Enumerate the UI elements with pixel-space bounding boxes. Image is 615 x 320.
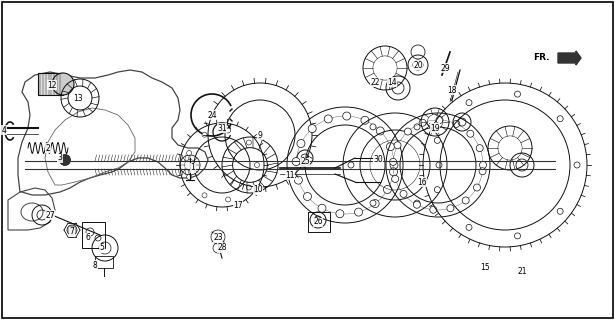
- Text: 21: 21: [517, 268, 527, 276]
- Circle shape: [383, 186, 391, 194]
- Circle shape: [462, 197, 469, 204]
- Text: 15: 15: [480, 263, 490, 273]
- Circle shape: [370, 200, 376, 206]
- Bar: [95, 256, 113, 268]
- Text: 9: 9: [258, 131, 263, 140]
- Text: 3: 3: [58, 154, 63, 163]
- Text: 12: 12: [47, 81, 57, 90]
- Text: 16: 16: [417, 178, 427, 187]
- Text: 1: 1: [191, 164, 196, 172]
- Circle shape: [361, 116, 369, 124]
- FancyArrow shape: [558, 51, 581, 65]
- Circle shape: [419, 119, 426, 126]
- Text: 22: 22: [370, 77, 379, 86]
- Circle shape: [466, 100, 472, 106]
- Circle shape: [292, 157, 300, 165]
- Circle shape: [343, 112, 351, 120]
- Text: 4: 4: [2, 125, 6, 134]
- Text: 5: 5: [100, 244, 105, 252]
- Text: 19: 19: [430, 124, 440, 132]
- Circle shape: [466, 224, 472, 230]
- Text: 31: 31: [217, 124, 227, 132]
- Circle shape: [436, 116, 443, 124]
- Circle shape: [303, 193, 311, 201]
- Circle shape: [467, 130, 474, 137]
- Text: 20: 20: [413, 60, 423, 69]
- Circle shape: [67, 225, 77, 235]
- Circle shape: [447, 205, 454, 212]
- Text: 8: 8: [93, 260, 97, 269]
- Text: 25: 25: [300, 157, 310, 166]
- Circle shape: [394, 142, 401, 149]
- Circle shape: [434, 137, 440, 143]
- Circle shape: [297, 140, 305, 148]
- Circle shape: [376, 127, 384, 135]
- Circle shape: [474, 184, 480, 191]
- Circle shape: [186, 150, 192, 156]
- Text: 7: 7: [69, 228, 74, 236]
- Text: FR.: FR.: [533, 53, 550, 62]
- Circle shape: [308, 124, 316, 132]
- Text: 2: 2: [46, 143, 50, 153]
- Text: 6: 6: [85, 234, 90, 243]
- Circle shape: [348, 162, 354, 168]
- Circle shape: [430, 206, 437, 213]
- Text: 14: 14: [387, 77, 397, 86]
- Circle shape: [479, 168, 486, 175]
- Circle shape: [480, 162, 486, 169]
- Text: 30: 30: [373, 156, 383, 164]
- Text: 29: 29: [440, 63, 450, 73]
- Circle shape: [400, 190, 407, 197]
- Text: 23: 23: [213, 234, 223, 243]
- Circle shape: [557, 116, 563, 122]
- Circle shape: [434, 187, 440, 193]
- Circle shape: [414, 124, 420, 130]
- Text: 10: 10: [253, 186, 263, 195]
- Circle shape: [390, 161, 398, 169]
- Circle shape: [476, 145, 483, 152]
- Circle shape: [255, 163, 260, 167]
- Circle shape: [392, 175, 399, 182]
- Circle shape: [371, 200, 379, 208]
- Circle shape: [354, 208, 362, 216]
- Circle shape: [574, 162, 580, 168]
- Circle shape: [318, 204, 326, 212]
- Text: 26: 26: [313, 218, 323, 227]
- Circle shape: [389, 168, 397, 176]
- Circle shape: [186, 174, 192, 180]
- Circle shape: [202, 193, 207, 198]
- Text: 11: 11: [285, 171, 295, 180]
- Circle shape: [52, 73, 74, 95]
- Circle shape: [295, 176, 303, 184]
- Circle shape: [557, 208, 563, 214]
- Text: 18: 18: [447, 85, 457, 94]
- Circle shape: [453, 120, 460, 127]
- Circle shape: [336, 210, 344, 218]
- Text: 17: 17: [233, 201, 243, 210]
- Circle shape: [247, 185, 252, 190]
- Bar: [38, 73, 63, 95]
- Circle shape: [386, 143, 394, 151]
- Circle shape: [436, 162, 442, 168]
- Text: 27: 27: [45, 211, 55, 220]
- Circle shape: [226, 197, 231, 202]
- Circle shape: [390, 158, 397, 165]
- Circle shape: [60, 155, 71, 165]
- Circle shape: [515, 91, 520, 97]
- Circle shape: [226, 128, 231, 133]
- Circle shape: [515, 233, 520, 239]
- Text: 24: 24: [207, 110, 217, 119]
- Bar: [308, 212, 330, 232]
- Circle shape: [247, 140, 252, 145]
- Text: 28: 28: [217, 244, 227, 252]
- Circle shape: [324, 115, 332, 123]
- Circle shape: [414, 200, 420, 206]
- Circle shape: [413, 201, 421, 208]
- Circle shape: [202, 132, 207, 137]
- Circle shape: [405, 128, 411, 135]
- Circle shape: [370, 124, 376, 130]
- Text: 13: 13: [73, 93, 83, 102]
